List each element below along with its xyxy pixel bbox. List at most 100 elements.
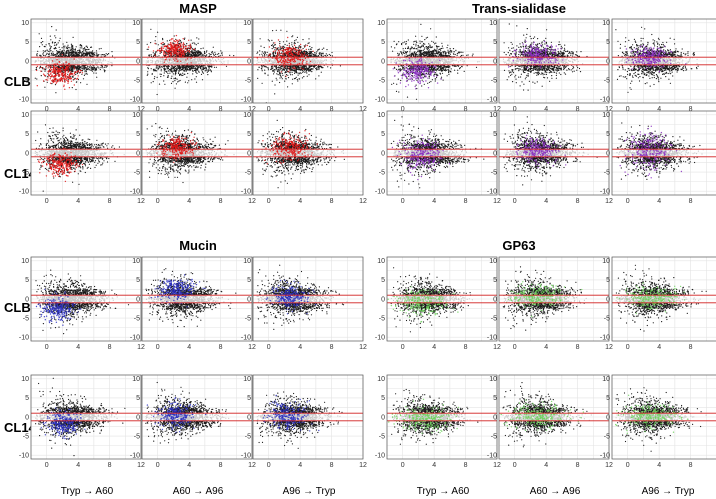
y-tick-label: -5 bbox=[379, 169, 385, 176]
x-tick-label: 4 bbox=[298, 198, 302, 205]
y-tick-label: -5 bbox=[379, 315, 385, 322]
col-label-a96-tryp-right: A96 → Tryp bbox=[642, 486, 695, 497]
y-tick-label: -10 bbox=[487, 334, 497, 341]
y-tick-label: 0 bbox=[381, 414, 385, 421]
y-tick-label: 5 bbox=[381, 131, 385, 138]
y-tick-label: 10 bbox=[21, 258, 29, 265]
y-tick-label: 5 bbox=[606, 131, 610, 138]
y-tick-label: -10 bbox=[375, 96, 385, 103]
x-tick-label: 0 bbox=[267, 344, 271, 351]
panel-grid: -10 -5 0 5 10 0 4 8 12 -10 -5 0 5 10 0 4 8 12 -10 -5 0 5 10 0 4 8… bbox=[19, 18, 716, 469]
y-tick-label: -5 bbox=[134, 433, 140, 440]
x-tick-label: 12 bbox=[359, 106, 367, 113]
x-tick-label: 0 bbox=[267, 106, 271, 113]
ma-panel-mucin-clbr-a96-tryp: -10 -5 0 5 10 0 4 8 12 bbox=[241, 256, 367, 351]
ma-panel-trans-sialidase-cl14-a96-tryp: -10 -5 0 5 10 0 4 8 12 bbox=[600, 110, 716, 205]
x-tick-label: 0 bbox=[513, 344, 517, 351]
y-tick-label: -5 bbox=[491, 169, 497, 176]
panel-frame bbox=[30, 374, 142, 460]
ma-panel-masp-cl14-a60-a96: -10 -5 0 5 10 0 4 8 12 bbox=[130, 110, 256, 205]
y-tick-label: 5 bbox=[247, 395, 251, 402]
y-tick-label: -5 bbox=[23, 433, 29, 440]
y-tick-label: 10 bbox=[243, 376, 251, 383]
x-tick-label: 0 bbox=[513, 198, 517, 205]
ma-panel-gp63-cl14-a60-a96: -10 -5 0 5 10 0 4 8 12 bbox=[487, 374, 613, 469]
x-tick-label: 4 bbox=[76, 106, 80, 113]
x-tick-label: 8 bbox=[108, 462, 112, 469]
nonsignificant-points bbox=[390, 56, 480, 66]
y-tick-label: 5 bbox=[606, 395, 610, 402]
x-tick-label: 4 bbox=[76, 344, 80, 351]
x-tick-label: 8 bbox=[219, 106, 223, 113]
x-tick-label: 12 bbox=[137, 344, 145, 351]
ma-panel-mucin-cl14-a96-tryp: -10 -5 0 5 10 0 4 8 12 bbox=[241, 374, 367, 469]
x-tick-label: 12 bbox=[359, 462, 367, 469]
y-tick-label: 0 bbox=[25, 296, 29, 303]
y-tick-label: -5 bbox=[379, 77, 385, 84]
y-tick-label: -5 bbox=[23, 77, 29, 84]
x-tick-label: 8 bbox=[330, 462, 334, 469]
family-title-mucin: Mucin bbox=[179, 238, 217, 253]
x-tick-label: 4 bbox=[657, 462, 661, 469]
col-label-tryp-a60-left: Tryp → A60 bbox=[61, 486, 114, 497]
family-points-masp bbox=[37, 147, 84, 183]
x-tick-label: 12 bbox=[248, 106, 256, 113]
x-tick-label: 4 bbox=[187, 198, 191, 205]
y-tick-label: -10 bbox=[130, 96, 140, 103]
y-tick-label: -10 bbox=[130, 452, 140, 459]
panel-frame bbox=[252, 110, 364, 196]
y-tick-label: 10 bbox=[489, 258, 497, 265]
col-label-a96-tryp-left: A96 → Tryp bbox=[283, 486, 336, 497]
panel-frame bbox=[498, 256, 610, 342]
y-tick-label: 0 bbox=[606, 296, 610, 303]
x-tick-label: 4 bbox=[187, 462, 191, 469]
y-tick-label: 5 bbox=[25, 131, 29, 138]
y-tick-label: 0 bbox=[606, 58, 610, 65]
x-tick-label: 4 bbox=[298, 462, 302, 469]
x-tick-label: 8 bbox=[689, 462, 693, 469]
background-points bbox=[34, 26, 114, 94]
x-tick-label: 8 bbox=[576, 344, 580, 351]
y-tick-label: 10 bbox=[602, 376, 610, 383]
panel-grid-lines bbox=[611, 257, 716, 341]
y-tick-label: 0 bbox=[136, 150, 140, 157]
ma-panel-mucin-clbr-tryp-a60: -10 -5 0 5 10 0 4 8 12 bbox=[19, 256, 145, 351]
y-tick-label: 5 bbox=[247, 39, 251, 46]
y-tick-label: 0 bbox=[25, 150, 29, 157]
ma-panel-masp-clbr-tryp-a60: -10 -5 0 5 10 0 4 8 12 bbox=[19, 18, 145, 113]
y-tick-label: 10 bbox=[377, 258, 385, 265]
ma-panel-trans-sialidase-cl14-tryp-a60: -10 -5 0 5 10 0 4 8 12 bbox=[375, 110, 501, 205]
panel-grid-lines bbox=[252, 257, 364, 341]
y-tick-label: 5 bbox=[493, 395, 497, 402]
y-tick-label: -5 bbox=[604, 315, 610, 322]
y-tick-label: -5 bbox=[23, 169, 29, 176]
y-tick-label: -5 bbox=[379, 433, 385, 440]
y-tick-label: -10 bbox=[600, 334, 610, 341]
y-tick-label: 10 bbox=[489, 112, 497, 119]
x-tick-label: 0 bbox=[156, 462, 160, 469]
y-tick-label: -10 bbox=[19, 188, 29, 195]
x-tick-label: 4 bbox=[544, 198, 548, 205]
ma-panel-trans-sialidase-clbr-a96-tryp: -10 -5 0 5 10 0 4 8 12 bbox=[600, 18, 716, 113]
y-tick-label: -5 bbox=[604, 169, 610, 176]
y-tick-label: 5 bbox=[606, 39, 610, 46]
y-tick-label: 0 bbox=[493, 414, 497, 421]
x-tick-label: 4 bbox=[187, 344, 191, 351]
y-tick-label: 10 bbox=[377, 112, 385, 119]
x-tick-label: 4 bbox=[544, 344, 548, 351]
scatter-points bbox=[390, 116, 485, 189]
panel-frame bbox=[141, 18, 253, 104]
y-tick-label: 10 bbox=[377, 376, 385, 383]
y-tick-label: -5 bbox=[245, 315, 251, 322]
panel-frame bbox=[141, 110, 253, 196]
x-tick-label: 12 bbox=[359, 344, 367, 351]
panel-frame bbox=[141, 374, 253, 460]
y-tick-label: 10 bbox=[132, 112, 140, 119]
col-label-a60-a96-left: A60 → A96 bbox=[173, 486, 224, 497]
y-tick-label: 10 bbox=[132, 258, 140, 265]
y-tick-label: -5 bbox=[491, 433, 497, 440]
scatter-points bbox=[502, 266, 587, 331]
x-tick-label: 0 bbox=[626, 344, 630, 351]
x-tick-label: 0 bbox=[513, 106, 517, 113]
y-tick-label: -10 bbox=[375, 334, 385, 341]
